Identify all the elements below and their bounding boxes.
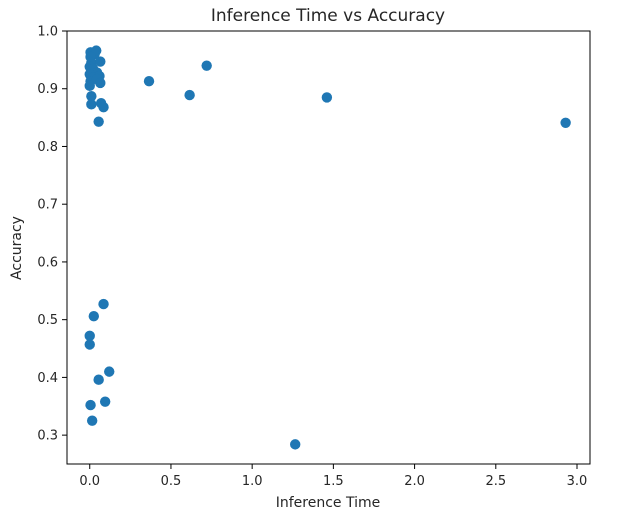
- scatter-point: [99, 396, 111, 407]
- scatter-point: [98, 298, 109, 310]
- x-tick-label: 2.5: [485, 474, 506, 489]
- y-tick-label: 0.9: [37, 82, 58, 97]
- scatter-point: [88, 311, 99, 322]
- scatter-point: [86, 99, 97, 110]
- x-tick-label: 0.0: [79, 474, 100, 489]
- x-tick-label: 3.0: [567, 474, 588, 489]
- y-tick-label: 0.5: [37, 313, 58, 328]
- scatter-point: [86, 91, 97, 102]
- y-tick-label: 0.8: [37, 140, 58, 155]
- plot-area: [84, 45, 571, 450]
- y-tick-label: 1.0: [37, 25, 58, 40]
- scatter-point: [321, 92, 333, 103]
- y-axis: 0.3 0.4 0.5 0.6 0.7 0.8 0.9 1.0: [37, 25, 67, 444]
- x-axis: 0.0 0.5 1.0 1.5 2.0 2.5 3.0: [79, 464, 587, 489]
- scatter-point: [201, 60, 212, 71]
- x-tick-label: 2.0: [404, 474, 425, 489]
- y-axis-title: Accuracy: [9, 216, 25, 280]
- scatter-point: [93, 374, 104, 385]
- y-tick-label: 0.4: [37, 371, 58, 386]
- y-tick-label: 0.7: [37, 198, 58, 213]
- scatter-point: [98, 102, 109, 113]
- scatter-point: [95, 56, 106, 67]
- chart-title: Inference Time vs Accuracy: [211, 6, 445, 26]
- x-tick-label: 1.5: [323, 474, 344, 489]
- y-tick-label: 0.3: [37, 429, 58, 444]
- scatter-point: [95, 77, 106, 89]
- x-tick-label: 1.0: [242, 474, 263, 489]
- scatter-point: [93, 116, 104, 127]
- x-axis-title: Inference Time: [276, 495, 381, 511]
- scatter-point: [84, 330, 95, 342]
- scatter-point: [86, 415, 98, 426]
- scatter-point: [184, 89, 195, 101]
- y-tick-label: 0.6: [37, 255, 58, 270]
- scatter-point: [290, 439, 301, 450]
- scatter-point: [84, 80, 95, 92]
- scatter-point: [143, 76, 155, 87]
- plot-frame: [66, 30, 591, 465]
- x-tick-label: 0.5: [161, 474, 182, 489]
- scatter-point: [85, 399, 96, 411]
- scatter-point: [84, 339, 95, 350]
- scatter-point: [104, 366, 115, 377]
- scatter-point: [560, 117, 571, 128]
